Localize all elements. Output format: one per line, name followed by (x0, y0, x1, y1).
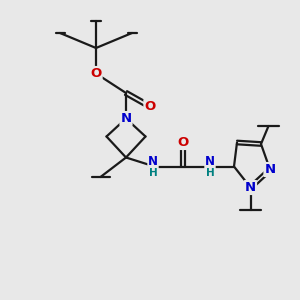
Text: H: H (206, 167, 214, 178)
Text: N: N (120, 112, 132, 125)
Text: N: N (245, 181, 256, 194)
Text: N: N (264, 163, 276, 176)
Text: O: O (177, 136, 189, 149)
Text: O: O (90, 67, 102, 80)
Text: O: O (144, 100, 156, 113)
Text: H: H (148, 167, 158, 178)
Text: N: N (148, 155, 158, 169)
Text: N: N (205, 155, 215, 169)
